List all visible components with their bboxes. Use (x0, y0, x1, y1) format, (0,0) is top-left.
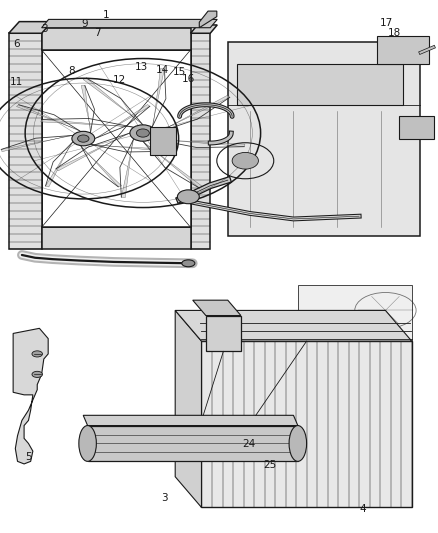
Bar (150, 127, 177, 155)
Ellipse shape (182, 260, 195, 266)
Text: 3: 3 (42, 24, 48, 34)
Bar (237, 64, 403, 106)
Text: 8: 8 (68, 66, 74, 76)
Polygon shape (81, 146, 122, 187)
Circle shape (72, 131, 95, 146)
Text: 3: 3 (161, 494, 168, 504)
Text: 6: 6 (13, 39, 20, 50)
Ellipse shape (289, 425, 307, 462)
Polygon shape (83, 415, 298, 425)
Polygon shape (56, 133, 130, 171)
Text: 17: 17 (380, 18, 393, 28)
Text: 11: 11 (10, 77, 23, 87)
Circle shape (232, 152, 258, 169)
Polygon shape (193, 300, 241, 316)
Polygon shape (42, 19, 217, 28)
Polygon shape (191, 25, 217, 33)
Bar (42, 28, 191, 50)
Polygon shape (175, 310, 412, 341)
Text: 4: 4 (359, 504, 366, 514)
Polygon shape (201, 341, 412, 507)
Polygon shape (95, 104, 150, 139)
Text: 18: 18 (388, 28, 401, 38)
Bar (206, 316, 241, 351)
Circle shape (136, 129, 149, 137)
Polygon shape (9, 22, 52, 33)
Polygon shape (13, 328, 48, 464)
Ellipse shape (79, 425, 96, 462)
Polygon shape (81, 85, 91, 133)
Polygon shape (41, 119, 134, 127)
Bar (191, 33, 210, 249)
Polygon shape (199, 11, 217, 28)
Text: 12: 12 (113, 75, 126, 85)
Text: 1: 1 (103, 10, 110, 20)
Polygon shape (46, 142, 73, 187)
Circle shape (32, 351, 42, 357)
Text: 16: 16 (182, 74, 195, 84)
Polygon shape (156, 95, 230, 133)
Circle shape (130, 125, 156, 141)
Text: 5: 5 (25, 452, 32, 462)
Polygon shape (175, 310, 201, 507)
Polygon shape (152, 68, 164, 127)
Circle shape (177, 190, 199, 204)
Polygon shape (83, 78, 143, 125)
Polygon shape (88, 425, 298, 462)
Circle shape (32, 372, 42, 377)
Polygon shape (90, 144, 166, 151)
Text: 15: 15 (173, 67, 186, 77)
Text: 7: 7 (94, 28, 101, 38)
Bar (9, 33, 42, 249)
Polygon shape (17, 104, 81, 132)
Text: 24: 24 (242, 439, 255, 449)
Bar (298, 285, 412, 341)
Bar (228, 42, 420, 236)
Bar (377, 36, 429, 64)
Text: 25: 25 (263, 460, 276, 470)
Polygon shape (1, 135, 73, 152)
Polygon shape (121, 139, 134, 198)
Bar (42, 227, 191, 249)
Text: 9: 9 (81, 19, 88, 29)
Text: 14: 14 (155, 65, 169, 75)
Circle shape (78, 135, 89, 142)
Bar (399, 116, 434, 139)
Text: 13: 13 (134, 61, 148, 71)
Polygon shape (152, 139, 245, 147)
Bar (42, 50, 191, 227)
Polygon shape (143, 141, 203, 188)
